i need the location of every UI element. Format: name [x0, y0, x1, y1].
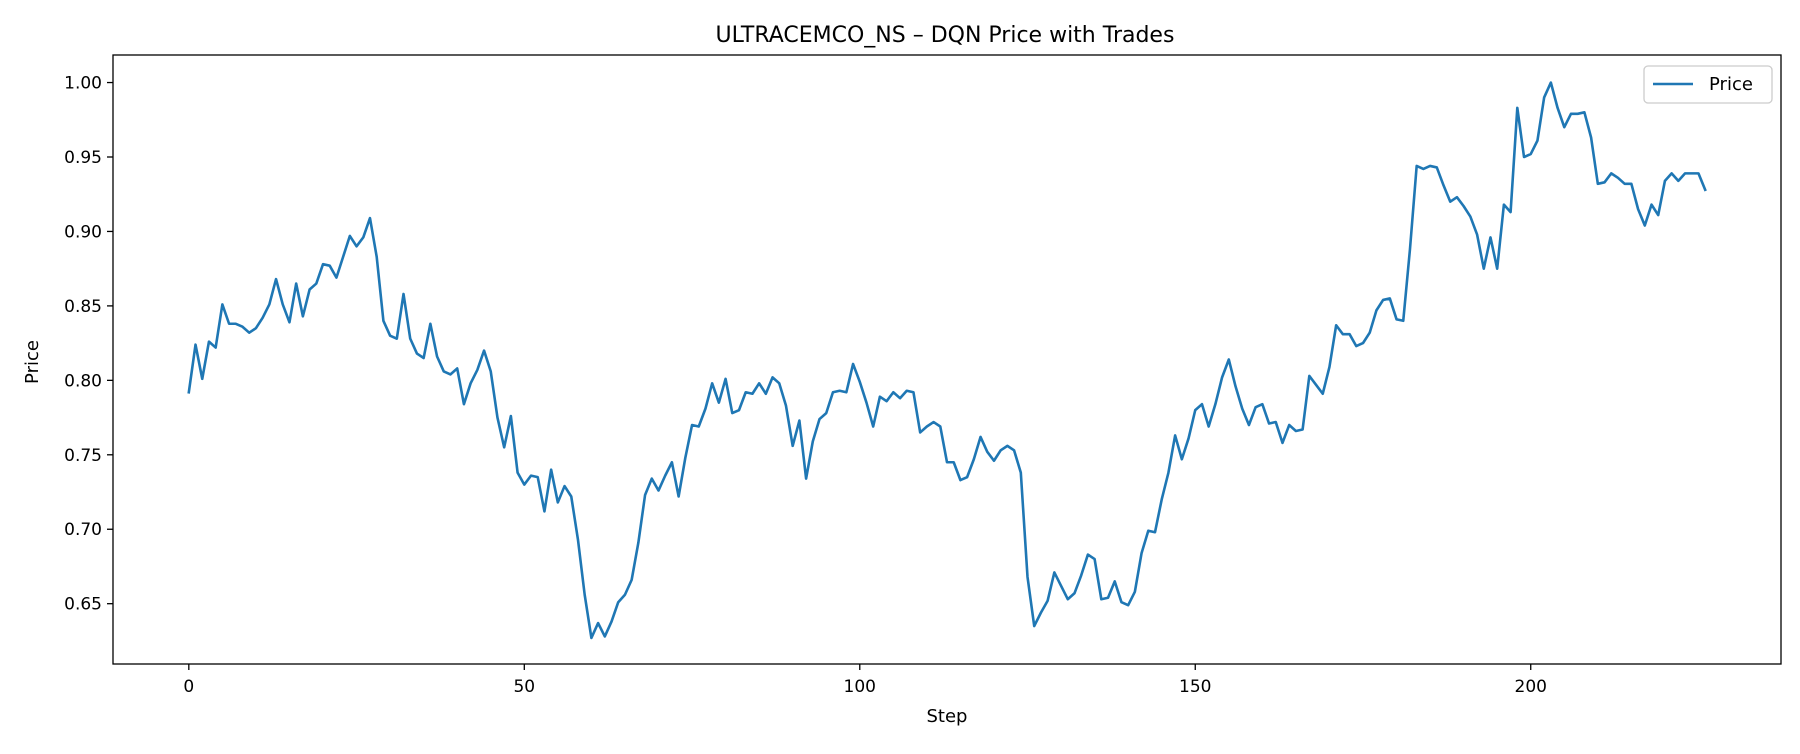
y-tick-label: 0.70	[64, 520, 102, 540]
x-tick-label: 150	[1179, 677, 1211, 697]
x-axis-label: Step	[927, 706, 968, 727]
legend-box	[1643, 65, 1773, 104]
legend: Price	[1643, 65, 1773, 104]
plot-area-frame	[112, 54, 1782, 665]
legend-price-label: Price	[1709, 74, 1753, 95]
y-tick-label: 0.85	[64, 297, 102, 317]
y-tick-label: 0.65	[64, 595, 102, 615]
x-axis-ticks: 0 50 100 150 200	[183, 664, 1547, 697]
y-tick-label: 0.80	[64, 371, 102, 391]
y-tick-label: 0.75	[64, 446, 102, 466]
x-tick-label: 50	[513, 677, 535, 697]
chart-title: ULTRACEMCO_NS – DQN Price with Trades	[716, 23, 1175, 48]
y-tick-label: 0.95	[64, 148, 102, 168]
price-series-line	[187, 81, 1707, 640]
x-tick-label: 100	[844, 677, 876, 697]
x-tick-label: 200	[1515, 677, 1547, 697]
y-axis-label: Price	[22, 340, 43, 384]
y-tick-label: 1.00	[64, 74, 102, 94]
x-tick-label: 0	[183, 677, 194, 697]
y-axis-ticks: 0.65 0.70 0.75 0.80 0.85 0.90 0.95 1.00	[64, 74, 113, 615]
y-tick-label: 0.90	[64, 222, 102, 242]
